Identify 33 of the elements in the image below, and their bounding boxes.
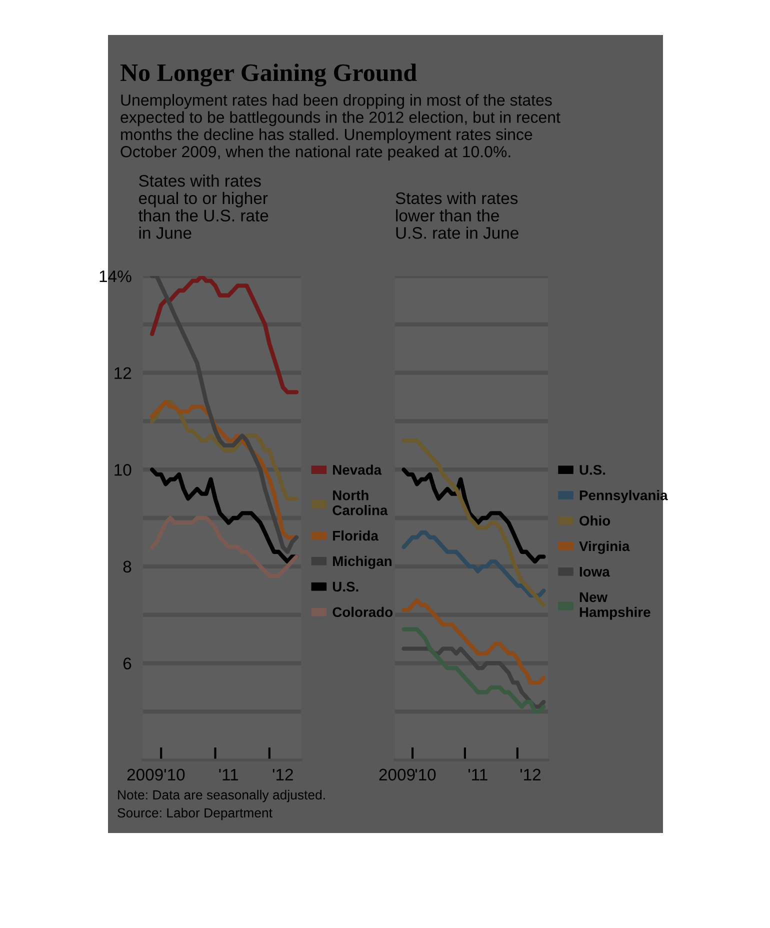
- legend-label: Florida: [333, 530, 379, 541]
- x-tick-label: '11: [219, 768, 238, 780]
- x-tick-label: '12: [272, 768, 293, 780]
- x-tick-label: 2009: [379, 768, 415, 781]
- legend-label: Ohio: [580, 515, 610, 526]
- x-tick-label: '10: [415, 768, 436, 781]
- y-tick-label: 8: [123, 560, 132, 573]
- y-tick-label: 10: [114, 464, 132, 476]
- legend-label: Nevada: [333, 464, 382, 475]
- chart-title: States with rates lower than the U.S. rate in June: [396, 192, 518, 239]
- text: No Longer Gaining Ground: [120, 64, 417, 86]
- x-tick-label: '10: [164, 768, 185, 781]
- chart-title: States with rates equal to or higher than the U.S. rate in June: [138, 174, 268, 239]
- x-tick-label: '12: [520, 768, 540, 780]
- y-tick-label: 12: [114, 367, 132, 379]
- line-series: [150, 516, 299, 578]
- line-series: [150, 468, 299, 564]
- legend-label: Virginia: [579, 540, 630, 554]
- legend-label: Colorado: [332, 606, 393, 618]
- legend-label: Iowa: [580, 566, 610, 577]
- legend-label: New Hampshire: [580, 592, 650, 620]
- x-tick-label: 2009: [127, 768, 163, 781]
- line-series: [150, 276, 299, 554]
- line-series: [150, 276, 299, 394]
- y-tick-label: 6: [123, 658, 132, 670]
- legend-label: U.S.: [332, 582, 358, 592]
- source-note: Source: Labor Department: [118, 808, 272, 820]
- text: Note: Data are seasonally adjusted.: [118, 790, 325, 802]
- legend-label: North Carolina: [332, 490, 388, 516]
- text: Unemployment rates had been dropping in most of the states expected to be battlegounds in the 2012 election, but in recent months the decline has stalled. Unemployment rates since October 2009, when the national rate peaked at 10.0%.: [120, 94, 560, 160]
- legend-label: Michigan: [333, 556, 392, 569]
- x-tick-label: '11: [468, 768, 488, 780]
- legend-label: U.S.: [580, 464, 606, 475]
